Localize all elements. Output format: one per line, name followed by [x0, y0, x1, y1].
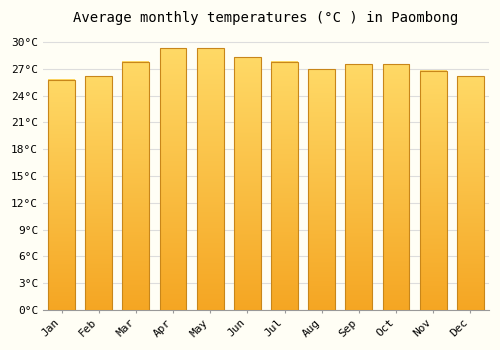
- Bar: [382, 64, 409, 310]
- Bar: [457, 76, 483, 310]
- Bar: [160, 48, 186, 310]
- Bar: [271, 62, 298, 310]
- Bar: [234, 57, 260, 310]
- Bar: [308, 69, 335, 310]
- Bar: [122, 62, 149, 310]
- Bar: [48, 80, 75, 310]
- Bar: [420, 71, 446, 310]
- Bar: [197, 48, 224, 310]
- Bar: [346, 64, 372, 310]
- Bar: [86, 76, 112, 310]
- Title: Average monthly temperatures (°C ) in Paombong: Average monthly temperatures (°C ) in Pa…: [74, 11, 458, 25]
